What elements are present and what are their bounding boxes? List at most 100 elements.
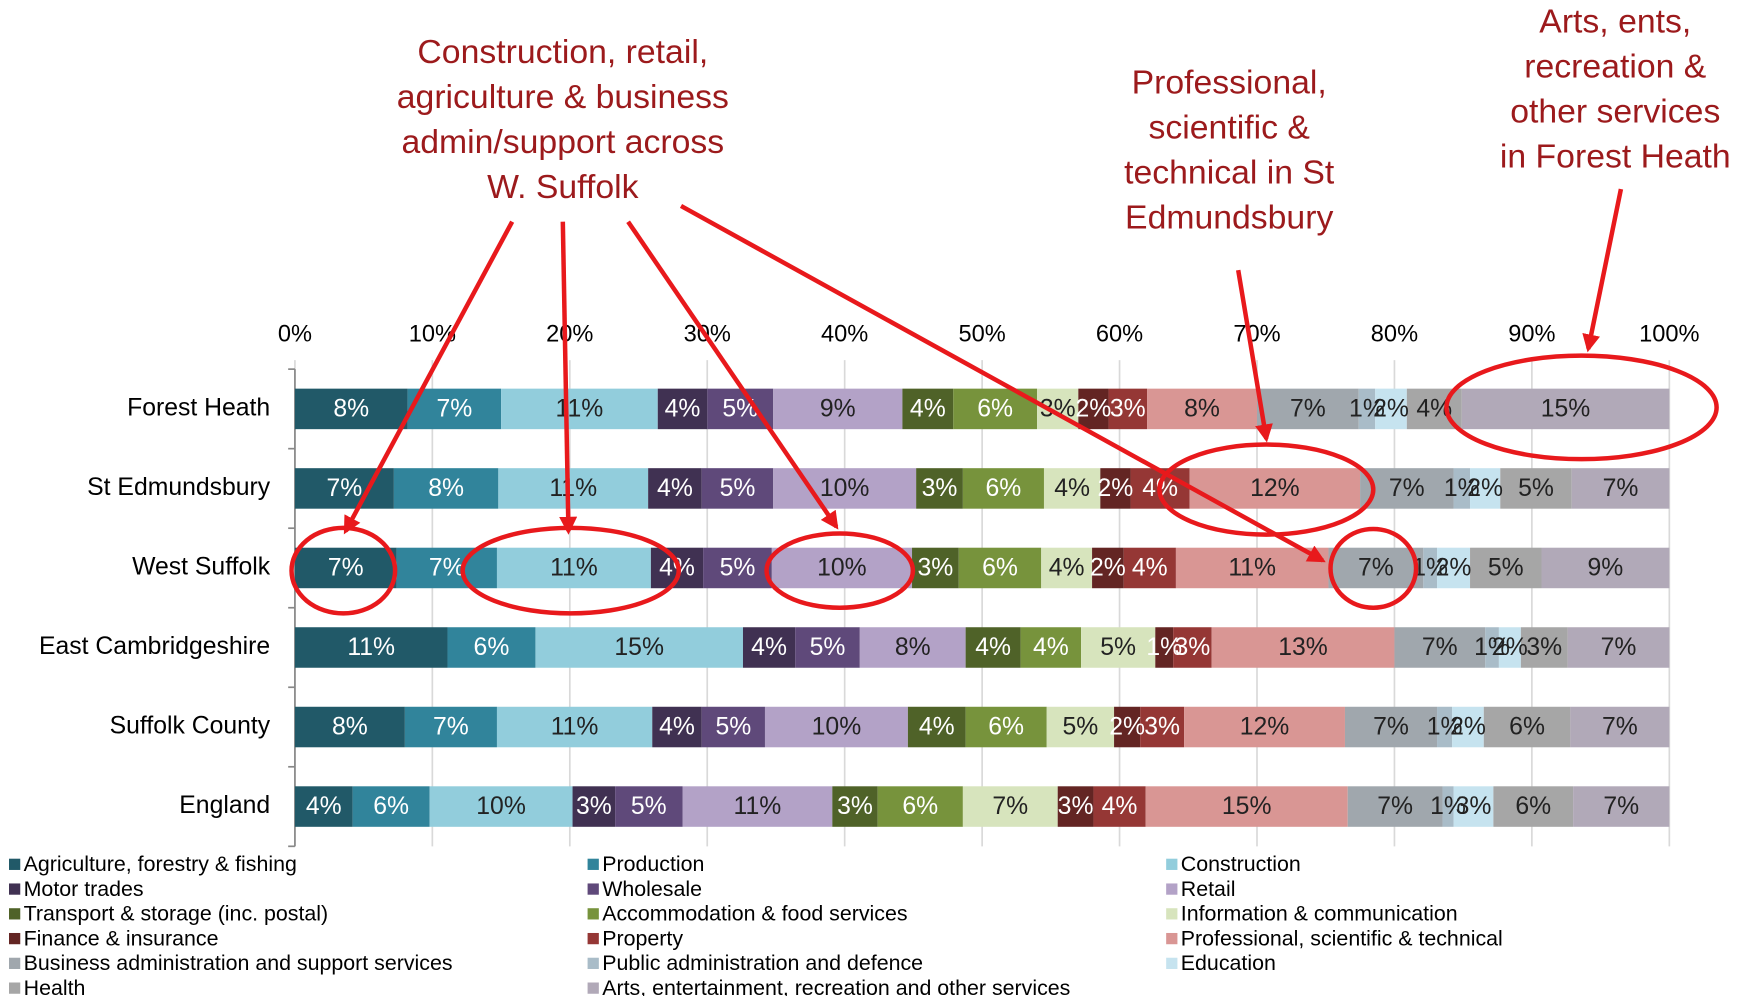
data-label: 4% xyxy=(1132,555,1168,582)
legend-swatch xyxy=(9,957,21,969)
y-tick-label: East Cambridgeshire xyxy=(39,633,270,660)
highlight-ellipse xyxy=(1444,353,1719,462)
data-label: 4% xyxy=(1054,475,1090,502)
arrow xyxy=(626,220,839,530)
data-label: 12% xyxy=(1250,475,1300,502)
legend-label: Agriculture, forestry & fishing xyxy=(24,852,297,876)
bar-segment xyxy=(1358,388,1376,430)
bar-segment xyxy=(294,786,353,827)
bar-segment xyxy=(294,706,405,748)
bar-segment xyxy=(572,786,616,827)
bar-segment xyxy=(912,547,959,589)
annotation-text: Professional, xyxy=(1132,63,1327,101)
data-label: 11% xyxy=(551,714,599,741)
data-label: 13% xyxy=(1278,634,1328,661)
bar-segment xyxy=(1498,627,1521,668)
bar-segment xyxy=(1057,786,1094,827)
legend-label: Production xyxy=(602,852,704,876)
annotation-text: W. Suffolk xyxy=(487,168,638,206)
bar-segment xyxy=(615,786,683,827)
data-label: 7% xyxy=(433,714,469,741)
annotation-text: in Forest Heath xyxy=(1500,138,1731,176)
annotation-text: Edmundsbury xyxy=(1125,198,1333,236)
legend-label: Professional, scientific & technical xyxy=(1181,926,1503,950)
bar-segment xyxy=(1453,786,1494,827)
data-label: 2% xyxy=(1076,396,1112,423)
legend-label: Arts, entertainment, recreation and othe… xyxy=(602,976,1070,996)
data-label: 5% xyxy=(715,714,751,741)
bar-segment xyxy=(1573,786,1670,827)
bar-segment xyxy=(1147,388,1258,430)
bar-segment xyxy=(496,706,653,748)
bars xyxy=(294,388,1670,827)
bar-segment xyxy=(1442,786,1454,827)
x-tick-label: 50% xyxy=(958,322,1005,348)
bar-segment xyxy=(962,468,1044,509)
bar-segment xyxy=(1043,468,1101,509)
bar-segment xyxy=(447,627,536,668)
bar-segment xyxy=(707,388,774,430)
data-label: 15% xyxy=(614,634,664,661)
bar-segment xyxy=(1360,468,1454,509)
legend-swatch xyxy=(9,908,21,920)
bar-segment xyxy=(648,468,702,509)
bar-segment xyxy=(1493,786,1574,827)
bar-segment xyxy=(1184,706,1345,748)
data-label: 6% xyxy=(902,793,938,820)
bar-segment xyxy=(1461,388,1670,430)
bar-segment xyxy=(703,547,772,589)
y-tick-label: England xyxy=(179,792,270,819)
data-label: 6% xyxy=(982,555,1018,582)
data-label: 8% xyxy=(1184,396,1220,423)
bar-segment xyxy=(701,706,765,748)
data-label: 11% xyxy=(347,634,395,661)
data-label: 5% xyxy=(722,396,758,423)
x-tick-label: 100% xyxy=(1639,322,1699,348)
legend-swatch xyxy=(9,932,21,945)
bar-segment xyxy=(962,786,1058,827)
data-label: 12% xyxy=(1240,714,1290,741)
highlight-ellipse xyxy=(764,531,916,610)
data-label: 7% xyxy=(1377,793,1413,820)
bar-segment xyxy=(795,627,860,668)
bar-segment xyxy=(535,627,743,668)
bar-segment xyxy=(832,786,878,827)
data-label: 3% xyxy=(1456,793,1492,820)
annotation-text: scientific & xyxy=(1149,108,1310,146)
data-label: 2% xyxy=(1450,714,1486,741)
bar-segment xyxy=(1078,388,1109,430)
data-label: 11% xyxy=(734,793,782,820)
arrow xyxy=(1582,188,1624,353)
legend-swatch xyxy=(9,883,21,895)
bar-segment xyxy=(1394,627,1486,668)
data-label: 4% xyxy=(1049,555,1085,582)
legend-label: Information & communication xyxy=(1181,902,1458,926)
data-label: 1% xyxy=(1430,793,1466,820)
legend-label: Business administration and support serv… xyxy=(24,951,453,975)
data-label: 4% xyxy=(1102,793,1138,820)
bar-segment xyxy=(965,627,1021,668)
annotation-text: admin/support across xyxy=(401,123,724,161)
bar-segment xyxy=(773,468,917,509)
data-label: 4% xyxy=(1033,634,1069,661)
data-label: 4% xyxy=(910,396,946,423)
legend-swatch xyxy=(1166,957,1178,969)
bar-segment xyxy=(657,388,708,430)
bar-segment xyxy=(958,547,1042,589)
data-label: 8% xyxy=(895,634,931,661)
data-label: 7% xyxy=(429,555,465,582)
data-label: 2% xyxy=(1492,634,1528,661)
bar-segment xyxy=(1108,388,1148,430)
data-label: 1% xyxy=(1427,714,1463,741)
bar-segment xyxy=(501,388,658,430)
data-label: 3% xyxy=(1175,634,1211,661)
data-label: 11% xyxy=(1228,555,1276,582)
bar-segment xyxy=(1344,706,1438,748)
x-tick-label: 40% xyxy=(821,322,868,348)
bar-segment xyxy=(1453,468,1471,509)
data-label: 2% xyxy=(1098,475,1134,502)
legend-label: Construction xyxy=(1181,852,1301,876)
bar-segment xyxy=(1092,547,1124,589)
legend-swatch xyxy=(1166,932,1178,945)
data-label: 6% xyxy=(986,475,1022,502)
